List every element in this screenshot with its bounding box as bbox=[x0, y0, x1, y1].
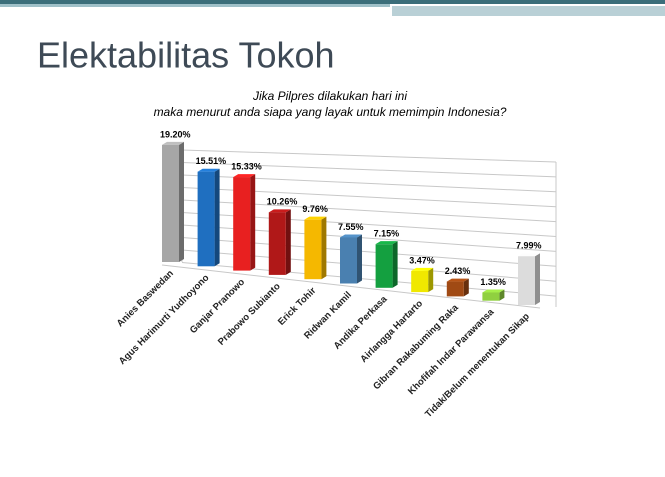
value-label: 9.76% bbox=[302, 204, 328, 214]
value-label: 1.35% bbox=[480, 277, 506, 287]
bar-top bbox=[375, 241, 398, 245]
bar-side bbox=[392, 241, 398, 288]
bar bbox=[304, 219, 322, 280]
bar-top bbox=[233, 174, 256, 178]
bar-side bbox=[179, 141, 184, 262]
bar-side bbox=[250, 174, 256, 271]
value-label: 15.51% bbox=[196, 156, 227, 166]
value-label: 19.20% bbox=[160, 129, 191, 139]
plane-line bbox=[181, 162, 557, 178]
bar bbox=[197, 171, 215, 267]
value-label: 2.43% bbox=[445, 266, 471, 276]
bar-side bbox=[214, 168, 220, 267]
value-label: 15.33% bbox=[231, 161, 262, 171]
bar-top bbox=[518, 253, 540, 257]
bar-top bbox=[340, 234, 362, 238]
bar bbox=[268, 212, 286, 275]
bar-side bbox=[321, 216, 327, 280]
plane-line bbox=[181, 149, 557, 163]
bar-top bbox=[304, 216, 327, 220]
plane-edge bbox=[161, 264, 541, 309]
bar bbox=[446, 281, 464, 297]
bar-side bbox=[499, 289, 505, 301]
bar-top bbox=[482, 289, 505, 293]
bar bbox=[411, 270, 429, 293]
chart-subtitle: maka menurut anda siapa yang layak untuk… bbox=[154, 105, 507, 119]
bar bbox=[233, 177, 251, 271]
bar-side bbox=[463, 278, 469, 297]
value-label: 10.26% bbox=[267, 197, 298, 207]
value-label: 3.47% bbox=[409, 255, 435, 265]
bar-side bbox=[357, 234, 362, 284]
slide-title: Elektabilitas Tokoh bbox=[37, 35, 335, 76]
top-band bbox=[392, 6, 665, 16]
bar-top bbox=[162, 141, 184, 145]
bar-top bbox=[411, 267, 434, 271]
bar bbox=[162, 144, 179, 262]
bar-side bbox=[285, 209, 291, 275]
value-label: 7.99% bbox=[516, 241, 542, 251]
top-band bbox=[0, 4, 390, 7]
bar-top bbox=[197, 168, 220, 172]
bar-side bbox=[428, 267, 434, 293]
bar bbox=[518, 256, 535, 305]
bar bbox=[482, 292, 500, 301]
value-label: 7.55% bbox=[338, 222, 364, 232]
bar bbox=[340, 237, 357, 284]
value-label: 7.15% bbox=[374, 229, 400, 239]
bar bbox=[375, 244, 393, 288]
top-band bbox=[0, 0, 665, 4]
chart-title: Jika Pilpres dilakukan hari ini bbox=[252, 89, 407, 103]
bar-side bbox=[535, 253, 540, 305]
bar-top bbox=[268, 209, 291, 213]
bar-top bbox=[446, 278, 469, 282]
